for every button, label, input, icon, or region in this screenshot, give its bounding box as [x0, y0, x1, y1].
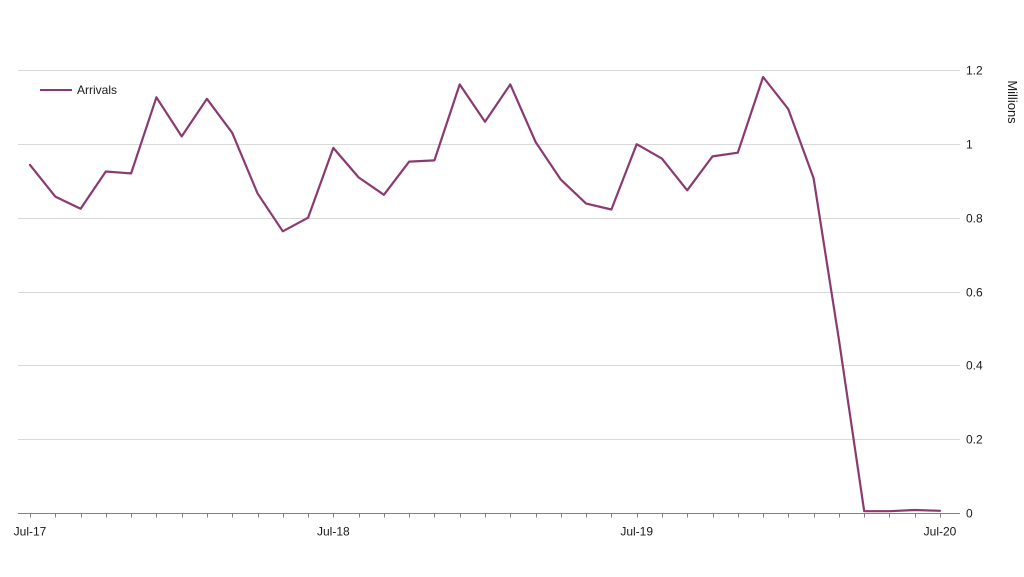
y-axis-label: Millions [1005, 80, 1020, 124]
legend: Arrivals [40, 83, 117, 97]
series [28, 75, 942, 513]
x-tick-label: Jul-17 [14, 525, 47, 539]
y-tick-label: 0.6 [966, 286, 983, 300]
y-tick-label: 1 [966, 138, 973, 152]
axes: 0 0.2 0.4 0.6 0.8 1 1.2 Jul-17 Jul-18 Jul-19 Jul-2… [14, 64, 983, 539]
y-tick-label: 0.4 [966, 359, 983, 373]
x-tick-label: Jul-19 [620, 525, 653, 539]
x-tick-label: Jul-20 [924, 525, 957, 539]
gridlines [18, 70, 960, 440]
y-tick-label: 0.2 [966, 433, 983, 447]
y-tick-label: 0 [966, 507, 973, 521]
y-tick-label: 0.8 [966, 212, 983, 226]
y-tick-label: 1.2 [966, 64, 983, 78]
series-line-arrivals [28, 75, 942, 513]
legend-label-arrivals: Arrivals [77, 83, 117, 97]
x-tick-label: Jul-18 [317, 525, 350, 539]
